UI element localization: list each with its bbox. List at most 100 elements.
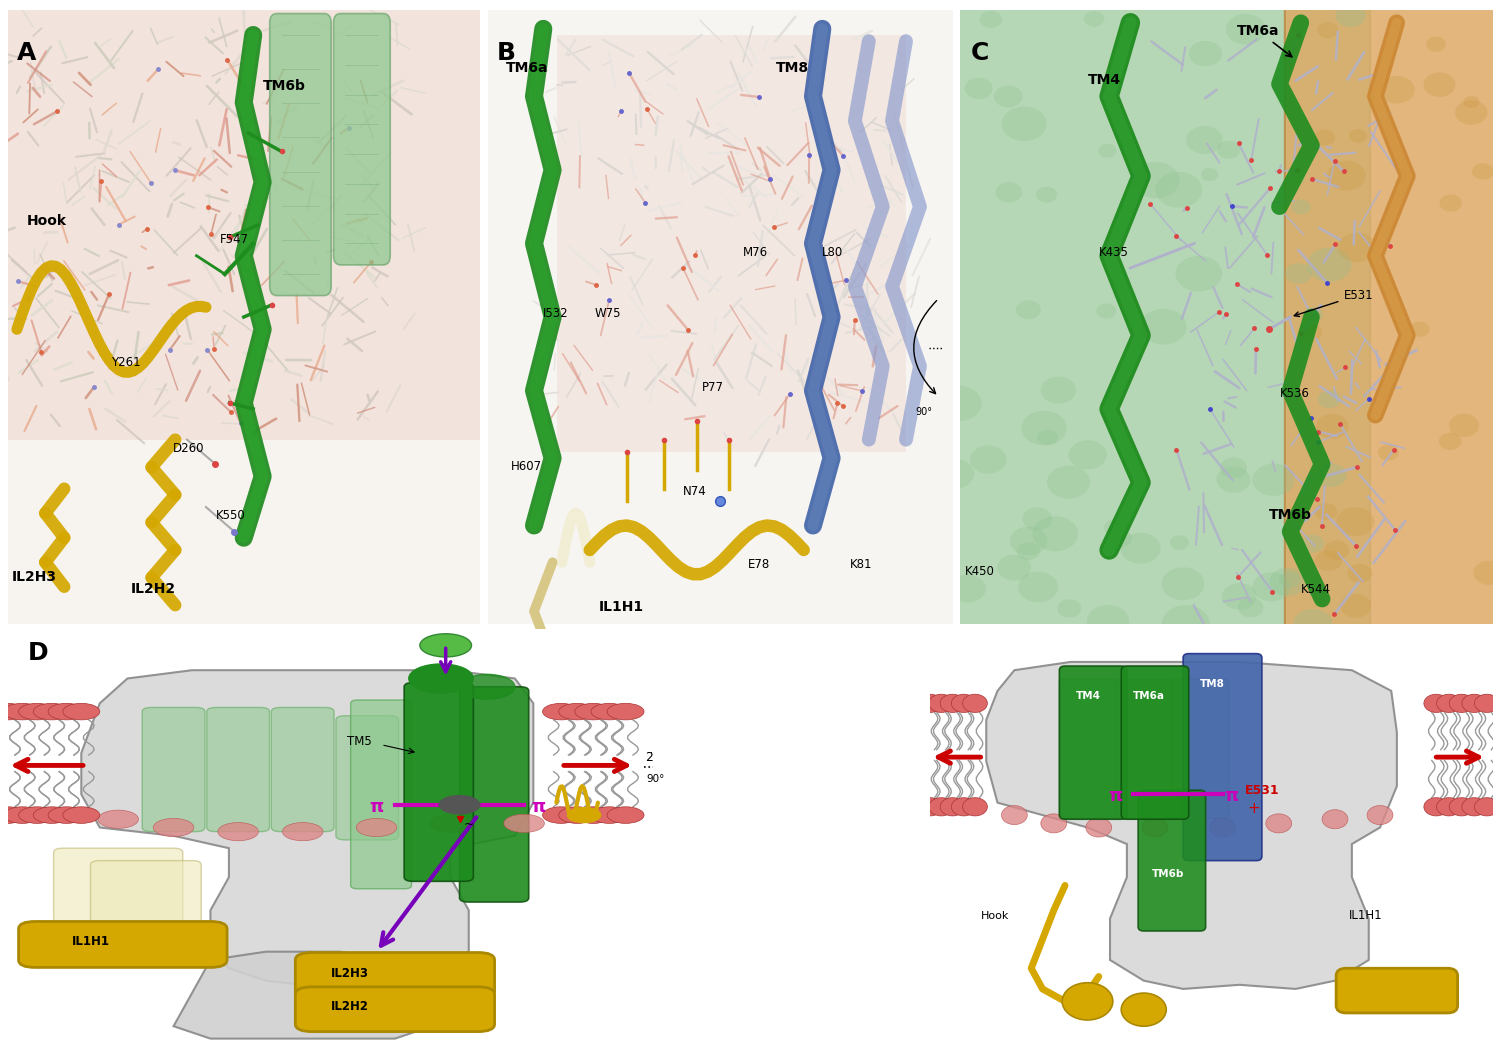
Text: K544: K544 [1300, 583, 1330, 596]
Text: 2̈: 2̈ [645, 751, 652, 764]
FancyBboxPatch shape [54, 848, 183, 922]
Circle shape [98, 810, 138, 828]
Circle shape [1062, 983, 1113, 1020]
FancyBboxPatch shape [272, 707, 334, 832]
FancyBboxPatch shape [336, 716, 399, 839]
FancyBboxPatch shape [351, 700, 411, 889]
Polygon shape [174, 952, 432, 1039]
Text: K450: K450 [966, 565, 994, 577]
Circle shape [356, 818, 398, 836]
Ellipse shape [1155, 172, 1202, 208]
Ellipse shape [1098, 144, 1116, 158]
Text: D: D [28, 641, 48, 665]
Circle shape [504, 814, 544, 832]
Circle shape [963, 694, 987, 713]
Ellipse shape [1222, 583, 1257, 610]
Circle shape [410, 664, 474, 693]
FancyBboxPatch shape [333, 14, 390, 265]
Ellipse shape [1010, 526, 1047, 555]
Ellipse shape [1047, 465, 1090, 499]
Ellipse shape [1068, 440, 1107, 470]
Ellipse shape [1378, 444, 1398, 461]
Circle shape [574, 807, 612, 824]
Ellipse shape [936, 459, 974, 488]
Ellipse shape [1316, 503, 1338, 521]
Text: IL1H1: IL1H1 [598, 601, 644, 614]
FancyBboxPatch shape [1172, 679, 1228, 818]
Text: K435: K435 [1098, 245, 1128, 259]
Ellipse shape [1186, 126, 1222, 154]
Circle shape [1322, 810, 1348, 829]
Ellipse shape [1316, 463, 1347, 487]
Ellipse shape [1300, 534, 1324, 552]
Circle shape [1424, 798, 1449, 816]
Circle shape [1437, 694, 1461, 713]
Ellipse shape [1336, 507, 1374, 537]
Ellipse shape [1449, 414, 1479, 437]
Circle shape [591, 807, 628, 824]
Circle shape [63, 807, 99, 824]
FancyBboxPatch shape [404, 682, 474, 881]
Text: E531: E531 [1294, 288, 1372, 316]
Ellipse shape [1038, 430, 1058, 445]
Text: I532: I532 [543, 307, 568, 320]
Circle shape [63, 703, 99, 720]
Text: 90°: 90° [915, 407, 933, 417]
Circle shape [558, 807, 596, 824]
FancyBboxPatch shape [558, 35, 906, 452]
Circle shape [1462, 798, 1486, 816]
Ellipse shape [1440, 195, 1462, 212]
Text: H607: H607 [510, 460, 542, 474]
FancyBboxPatch shape [1116, 679, 1173, 818]
Circle shape [48, 703, 86, 720]
Ellipse shape [1202, 168, 1218, 181]
Ellipse shape [1016, 300, 1041, 320]
Circle shape [1266, 814, 1292, 833]
Text: Y261: Y261 [111, 356, 141, 369]
Text: K536: K536 [1280, 387, 1310, 399]
Ellipse shape [1292, 199, 1311, 215]
Ellipse shape [1252, 463, 1294, 496]
FancyBboxPatch shape [1059, 679, 1116, 818]
FancyBboxPatch shape [270, 14, 332, 296]
Ellipse shape [1340, 593, 1371, 617]
Text: IL2H2: IL2H2 [330, 1001, 369, 1013]
Text: Hook: Hook [981, 911, 1010, 920]
Text: +: + [1246, 801, 1260, 816]
Ellipse shape [994, 86, 1023, 107]
Ellipse shape [1317, 22, 1338, 39]
Ellipse shape [1348, 129, 1366, 143]
FancyBboxPatch shape [1120, 667, 1188, 820]
Text: TM6b: TM6b [262, 80, 306, 93]
Ellipse shape [1104, 519, 1130, 538]
Text: P77: P77 [702, 380, 723, 394]
Text: E78: E78 [748, 559, 770, 571]
Circle shape [918, 694, 942, 713]
Ellipse shape [1032, 517, 1078, 551]
Circle shape [440, 795, 480, 814]
Circle shape [18, 703, 56, 720]
Ellipse shape [1298, 323, 1322, 342]
Text: TM6a: TM6a [1238, 24, 1292, 57]
Ellipse shape [1002, 107, 1047, 141]
Ellipse shape [1286, 263, 1312, 284]
Text: F547: F547 [220, 234, 249, 246]
Ellipse shape [970, 445, 1006, 474]
Ellipse shape [1424, 72, 1455, 96]
Text: ~: ~ [464, 817, 474, 830]
Text: Hook: Hook [27, 214, 66, 228]
Ellipse shape [1058, 599, 1082, 617]
Ellipse shape [1088, 605, 1130, 637]
Circle shape [4, 703, 40, 720]
Circle shape [928, 694, 954, 713]
Circle shape [543, 807, 579, 824]
Ellipse shape [1110, 529, 1132, 547]
Circle shape [951, 798, 976, 816]
Circle shape [928, 798, 954, 816]
Text: TM4: TM4 [1088, 73, 1120, 87]
Circle shape [282, 823, 322, 840]
Ellipse shape [1096, 304, 1116, 319]
Text: TM6b: TM6b [1269, 508, 1311, 522]
Circle shape [430, 814, 471, 832]
Text: IL1H1: IL1H1 [72, 935, 110, 947]
